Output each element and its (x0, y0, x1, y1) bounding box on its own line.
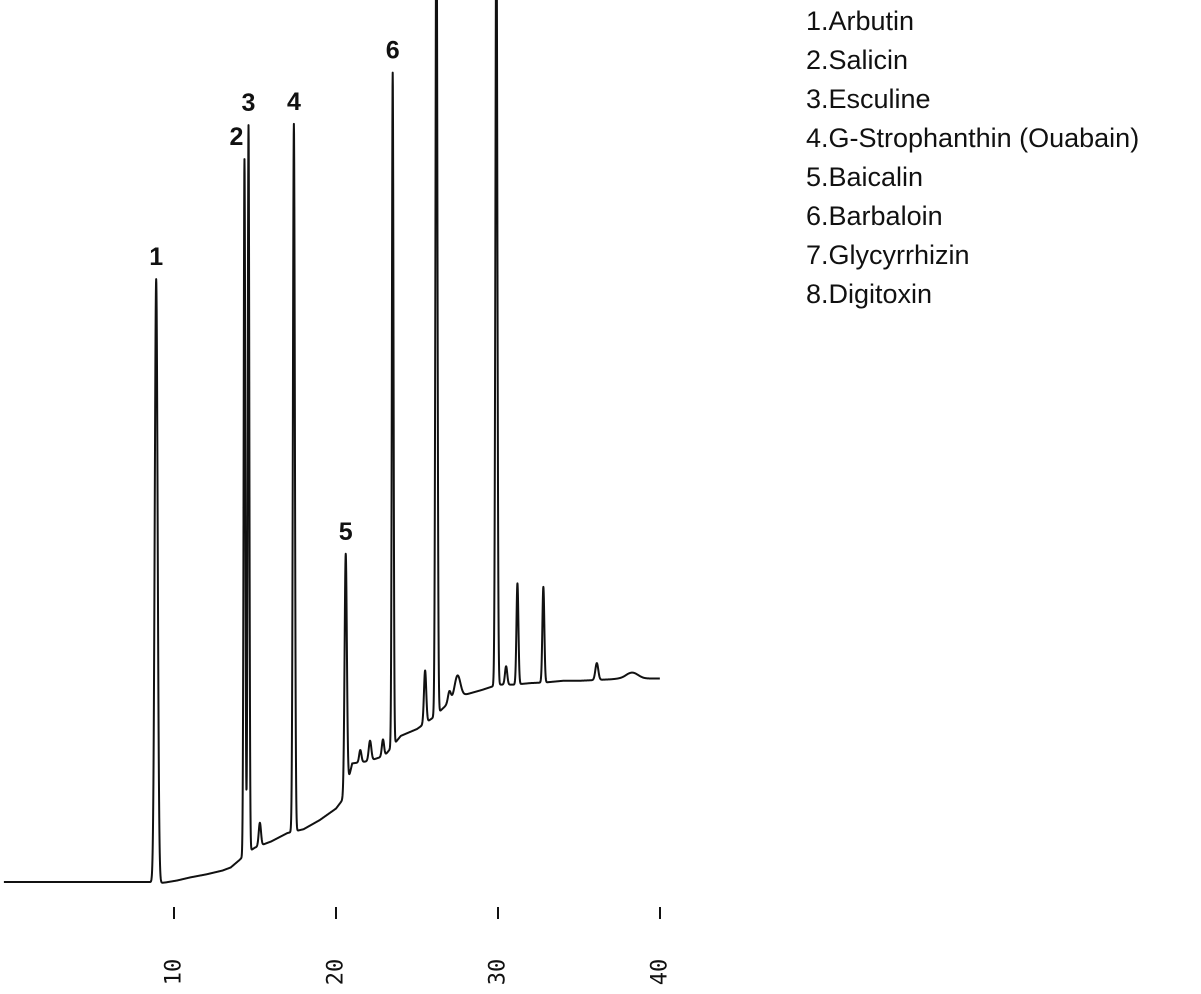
legend-item: 6.Barbaloin (806, 201, 943, 231)
legend: 1.Arbutin 2.Salicin 3.Esculine 4.G-Strophan… (806, 2, 1139, 314)
peak-label-1: 1 (149, 243, 163, 271)
legend-item: 5.Baicalin (806, 162, 924, 192)
legend-item: 8.Digitoxin (806, 279, 933, 309)
x-axis: 10 20 30 40 (162, 907, 673, 985)
peak-labels: 12345678 (149, 37, 400, 546)
x-tick-label-40: 40 (648, 959, 673, 986)
peak-label-3: 3 (242, 89, 256, 117)
peak-label-4: 4 (287, 88, 301, 116)
legend-item: 3.Esculine (806, 84, 931, 114)
legend-item: 7.Glycyrrhizin (806, 240, 970, 270)
peak-label-2: 2 (230, 123, 244, 151)
x-tick-label-20: 20 (324, 959, 349, 986)
legend-item: 1.Arbutin (806, 6, 915, 36)
legend-item: 2.Salicin (806, 45, 909, 75)
peak-label-5: 5 (339, 518, 353, 546)
x-tick-label-10: 10 (162, 959, 187, 986)
peak-label-6: 6 (386, 37, 400, 65)
legend-item: 4.G-Strophanthin (Ouabain) (806, 123, 1140, 153)
chromatogram-trace (3, 0, 661, 884)
x-tick-label-30: 30 (486, 959, 511, 986)
